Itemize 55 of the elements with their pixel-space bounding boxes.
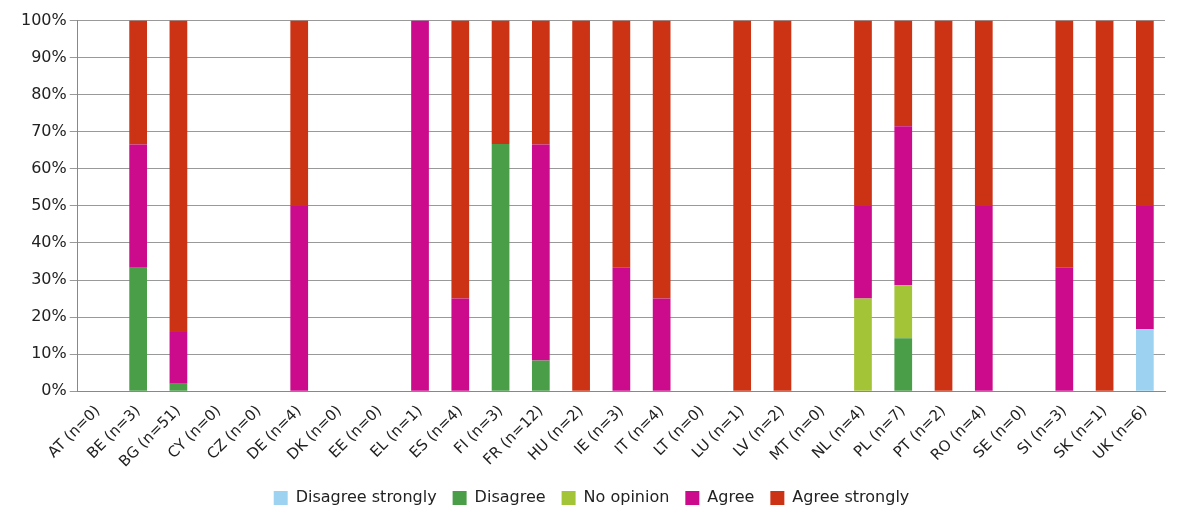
bar bbox=[290, 20, 309, 206]
bar bbox=[491, 20, 510, 145]
bar bbox=[894, 20, 913, 127]
y-tick-label: 20% bbox=[31, 306, 67, 326]
bar bbox=[169, 20, 188, 332]
bar bbox=[854, 205, 872, 299]
bar bbox=[1136, 205, 1154, 330]
y-tick-label: 70% bbox=[31, 120, 67, 140]
bar bbox=[894, 285, 913, 339]
legend-label: Agree bbox=[707, 487, 755, 507]
bar bbox=[290, 205, 309, 391]
bar bbox=[129, 144, 148, 268]
bar bbox=[1136, 20, 1154, 206]
bar bbox=[1055, 20, 1074, 268]
bar bbox=[854, 20, 872, 206]
bar bbox=[491, 144, 510, 391]
bar bbox=[1095, 20, 1114, 391]
bar bbox=[531, 20, 550, 145]
bar bbox=[169, 331, 188, 384]
bar bbox=[531, 144, 550, 361]
bar bbox=[612, 267, 631, 391]
y-tick-label: 100% bbox=[20, 9, 67, 29]
bar bbox=[652, 20, 671, 299]
bar bbox=[854, 298, 872, 391]
bar bbox=[451, 298, 470, 391]
bar bbox=[129, 20, 148, 145]
y-tick-label: 0% bbox=[41, 380, 67, 400]
bar bbox=[974, 205, 993, 391]
y-tick-label: 40% bbox=[31, 232, 67, 252]
legend-label: No opinion bbox=[583, 487, 670, 507]
y-tick-label: 10% bbox=[31, 343, 67, 363]
bar bbox=[129, 267, 148, 391]
bar bbox=[411, 20, 429, 391]
y-tick-label: 50% bbox=[31, 195, 67, 215]
legend-label: Disagree bbox=[474, 487, 546, 507]
bar bbox=[894, 126, 913, 286]
y-tick-label: 30% bbox=[31, 269, 67, 289]
y-tick-label: 90% bbox=[31, 46, 67, 66]
y-tick-label: 60% bbox=[31, 158, 67, 177]
bar bbox=[934, 20, 953, 391]
bar bbox=[169, 383, 188, 391]
legend-label: Agree strongly bbox=[792, 487, 910, 507]
bar bbox=[1055, 267, 1074, 391]
bar bbox=[572, 20, 590, 391]
bar bbox=[733, 20, 752, 391]
y-tick-label: 80% bbox=[31, 83, 67, 103]
bar bbox=[451, 20, 470, 299]
bar bbox=[612, 20, 631, 268]
bar bbox=[652, 298, 671, 391]
bar bbox=[974, 20, 993, 206]
bar bbox=[1136, 329, 1154, 391]
bar bbox=[773, 20, 792, 391]
legend-label: Disagree strongly bbox=[295, 487, 437, 507]
bar bbox=[531, 360, 550, 391]
bar bbox=[894, 338, 913, 391]
